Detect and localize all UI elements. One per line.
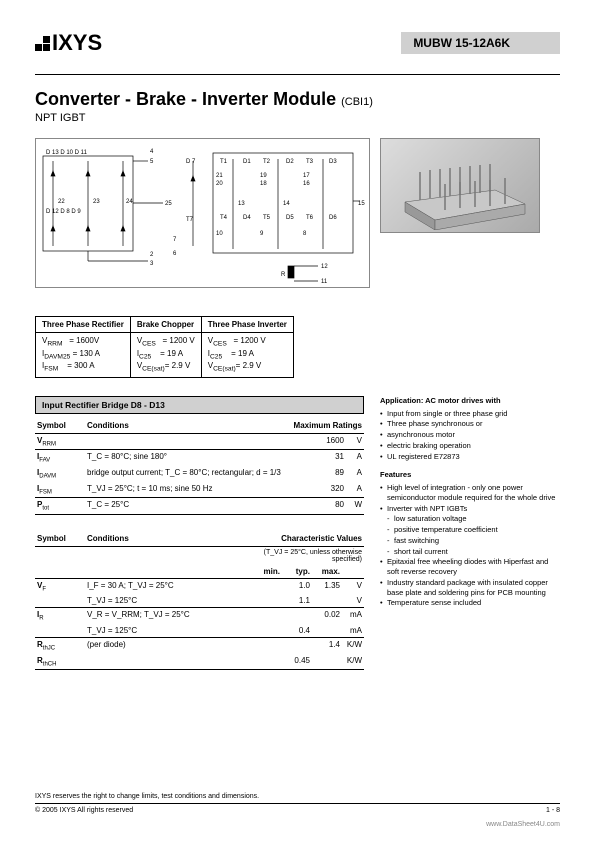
page-header: IXYS MUBW 15-12A6K [35,30,560,56]
svg-text:13: 13 [238,201,245,207]
svg-text:T4: T4 [220,215,228,221]
diagram-row: D 13 D 10 D 11 D 12 D 8 D 9 222324 45 25… [35,138,560,288]
svg-text:4: 4 [150,149,154,155]
svg-text:T5: T5 [263,215,271,221]
watermark: www.DataSheet4U.com [486,821,560,828]
section-header-ratings: Input Rectifier Bridge D8 - D13 [35,396,364,414]
application-list: Input from single or three phase grid Th… [380,409,560,462]
logo-text: IXYS [52,30,102,56]
features-title: Features [380,470,411,479]
svg-text:D1: D1 [243,159,251,165]
svg-text:19: 19 [260,173,267,179]
svg-text:10: 10 [216,231,223,237]
svg-text:5: 5 [150,159,154,165]
footer-page: 1 - 8 [546,807,560,814]
svg-text:R: R [281,272,286,278]
svg-text:15: 15 [358,201,365,207]
svg-text:18: 18 [260,181,267,187]
svg-text:23: 23 [93,199,100,205]
svg-text:24: 24 [126,199,133,205]
svg-text:3: 3 [150,261,154,267]
svg-text:D6: D6 [329,215,337,221]
header-rule [35,74,560,75]
circuit-diagram: D 13 D 10 D 11 D 12 D 8 D 9 222324 45 25… [35,138,370,288]
page-subtitle: NPT IGBT [35,112,560,124]
logo-icon [35,36,50,51]
svg-text:2: 2 [150,252,154,258]
application-title: Application: AC motor drives with [380,396,501,405]
svg-text:T3: T3 [306,159,314,165]
svg-text:16: 16 [303,181,310,187]
svg-text:T1: T1 [220,159,228,165]
svg-text:11: 11 [321,279,328,285]
summary-cell: VCES = 1200 V IC25 = 19 A VCE(sat)= 2.9 … [130,333,201,378]
specs-column: Input Rectifier Bridge D8 - D13 Symbol C… [35,396,364,670]
svg-text:25: 25 [165,201,172,207]
svg-text:9: 9 [260,231,264,237]
svg-text:D 7: D 7 [186,159,196,165]
svg-text:D 13 D 10 D 11: D 13 D 10 D 11 [46,150,88,156]
svg-text:T6: T6 [306,215,314,221]
svg-text:21: 21 [216,173,223,179]
info-column: Application: AC motor drives with Input … [380,396,560,609]
svg-text:T7: T7 [186,217,194,223]
footer-note: IXYS reserves the right to change limits… [35,793,560,800]
summary-table: Three Phase Rectifier Brake Chopper Thre… [35,316,294,378]
svg-text:6: 6 [173,251,177,257]
svg-text:D5: D5 [286,215,294,221]
svg-text:D3: D3 [329,159,337,165]
svg-text:22: 22 [58,199,65,205]
features-list: High level of integration - only one pow… [380,483,560,608]
page-footer: IXYS reserves the right to change limits… [35,793,560,814]
summary-col-inverter: Three Phase Inverter [201,317,293,333]
summary-col-brake: Brake Chopper [130,317,201,333]
svg-text:D4: D4 [243,215,251,221]
svg-text:D 12 D 8 D 9: D 12 D 8 D 9 [46,209,81,215]
svg-text:D2: D2 [286,159,294,165]
module-image [380,138,540,233]
ratings-table: Symbol Conditions Maximum Ratings VRRM 1… [35,418,364,515]
svg-text:T2: T2 [263,159,271,165]
part-number: MUBW 15-12A6K [401,32,560,54]
svg-text:7: 7 [173,237,177,243]
summary-col-rectifier: Three Phase Rectifier [36,317,131,333]
logo: IXYS [35,30,102,56]
footer-copyright: © 2005 IXYS All rights reserved [35,807,133,814]
svg-text:20: 20 [216,181,223,187]
svg-text:14: 14 [283,201,290,207]
svg-text:12: 12 [321,264,328,270]
page-title: Converter - Brake - Inverter Module (CBI… [35,89,560,110]
summary-cell: VRRM = 1600V IDAVM25 = 130 A IFSM = 300 … [36,333,131,378]
summary-cell: VCES = 1200 V IC25 = 19 A VCE(sat)= 2.9 … [201,333,293,378]
characteristics-table: Symbol Conditions Characteristic Values … [35,531,364,670]
svg-text:8: 8 [303,231,307,237]
svg-text:17: 17 [303,173,310,179]
